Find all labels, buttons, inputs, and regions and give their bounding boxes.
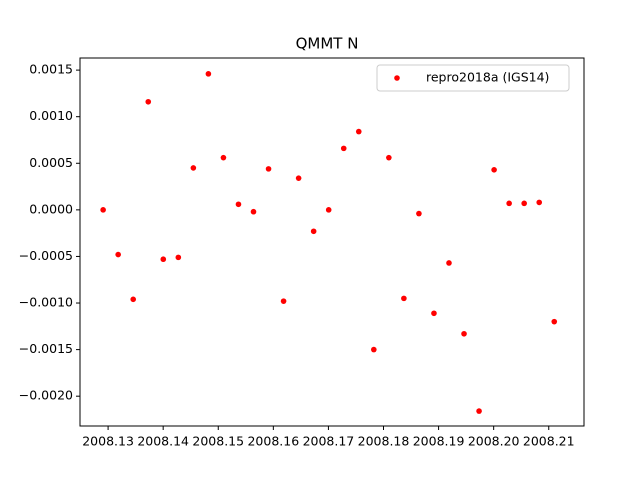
legend-label: repro2018a (IGS14) [426, 70, 549, 85]
point [115, 251, 121, 258]
point [160, 256, 167, 263]
point [551, 318, 558, 325]
point [476, 408, 482, 414]
x-tick-label: 2008.21 [523, 434, 575, 449]
point [220, 154, 227, 161]
point [145, 98, 152, 105]
point [491, 166, 497, 173]
x-tick-label: 2008.14 [137, 434, 189, 449]
x-tick-label: 2008.18 [358, 434, 410, 449]
point [340, 145, 347, 152]
y-tick-label: −0.0015 [19, 341, 73, 356]
x-tick-label: 2008.17 [303, 434, 355, 449]
point [416, 210, 422, 217]
point [371, 346, 377, 353]
point [431, 310, 437, 317]
point [265, 166, 272, 172]
chart-title: QMMT N [296, 35, 359, 53]
x-tick-label: 2008.13 [82, 434, 134, 449]
y-tick-label: −0.0010 [19, 295, 73, 310]
legend-marker [394, 75, 400, 81]
y-tick-label: 0.0000 [29, 201, 73, 216]
x-tick-label: 2008.15 [192, 434, 244, 449]
y-tick-label: 0.0010 [29, 108, 73, 123]
x-tick-label: 2008.19 [413, 434, 465, 449]
x-tick-label: 2008.16 [247, 434, 299, 449]
point [461, 330, 467, 337]
plot-frame [79, 57, 585, 427]
point [386, 154, 392, 161]
point [536, 199, 543, 206]
point [250, 208, 257, 215]
x-tick-label: 2008.20 [468, 434, 520, 449]
y-tick-label: 0.0005 [29, 155, 73, 170]
point [506, 200, 512, 207]
y-tick-label: −0.0020 [19, 388, 73, 403]
point [130, 296, 137, 303]
point [175, 254, 182, 261]
point [235, 201, 242, 208]
point [401, 295, 407, 302]
point [446, 260, 452, 266]
point [355, 128, 362, 135]
point [190, 165, 197, 171]
point [310, 228, 317, 235]
point [205, 71, 212, 77]
legend-box [376, 64, 570, 92]
point [325, 207, 332, 213]
point [100, 207, 106, 213]
y-tick-label: 0.0015 [29, 62, 73, 77]
y-tick-label: −0.0005 [19, 248, 73, 263]
point [295, 175, 302, 181]
point [280, 298, 287, 304]
point [521, 200, 527, 207]
